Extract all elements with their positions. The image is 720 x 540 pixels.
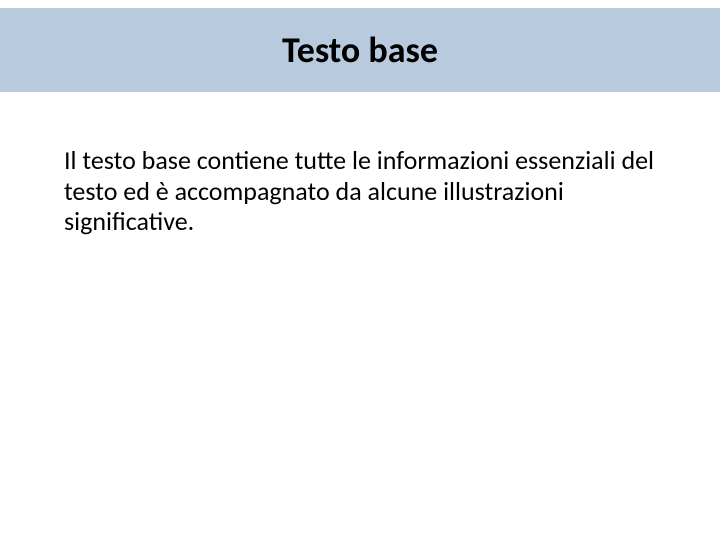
slide: Testo base Il testo base contiene tutte … [0,0,720,540]
body-area: Il testo base contiene tutte le informaz… [64,145,664,237]
title-bar: Testo base [0,8,720,92]
slide-body-text: Il testo base contiene tutte le informaz… [64,145,664,237]
slide-title: Testo base [282,28,438,72]
